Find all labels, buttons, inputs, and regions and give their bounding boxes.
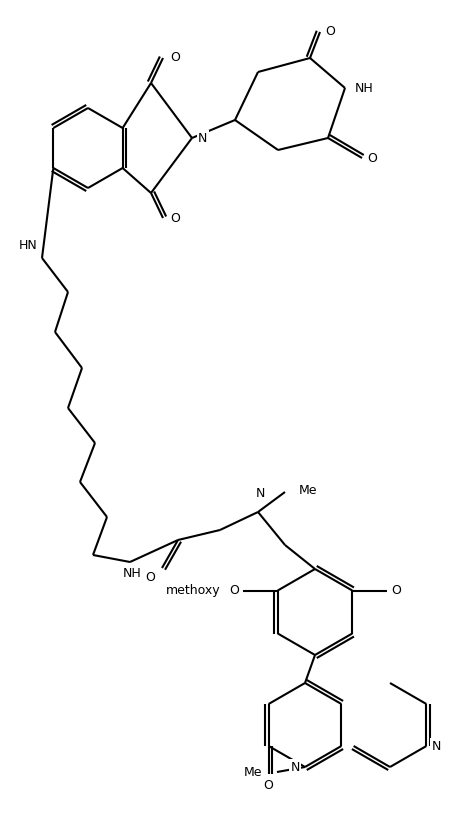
Text: O: O	[145, 571, 155, 584]
Text: Me: Me	[243, 765, 262, 779]
Text: O: O	[170, 51, 179, 65]
Text: O: O	[325, 26, 334, 38]
Text: NH: NH	[123, 567, 141, 580]
Text: N: N	[290, 760, 299, 774]
Text: methoxy: methoxy	[166, 584, 220, 597]
Text: HN: HN	[19, 239, 38, 252]
Text: NH: NH	[354, 81, 373, 95]
Text: O: O	[366, 152, 376, 164]
Text: N: N	[197, 131, 207, 144]
Text: N: N	[431, 740, 440, 753]
Text: O: O	[229, 584, 238, 597]
Text: Me: Me	[298, 484, 317, 496]
Text: N: N	[255, 487, 264, 500]
Text: O: O	[391, 584, 400, 597]
Text: O: O	[263, 779, 273, 792]
Text: O: O	[170, 212, 179, 224]
